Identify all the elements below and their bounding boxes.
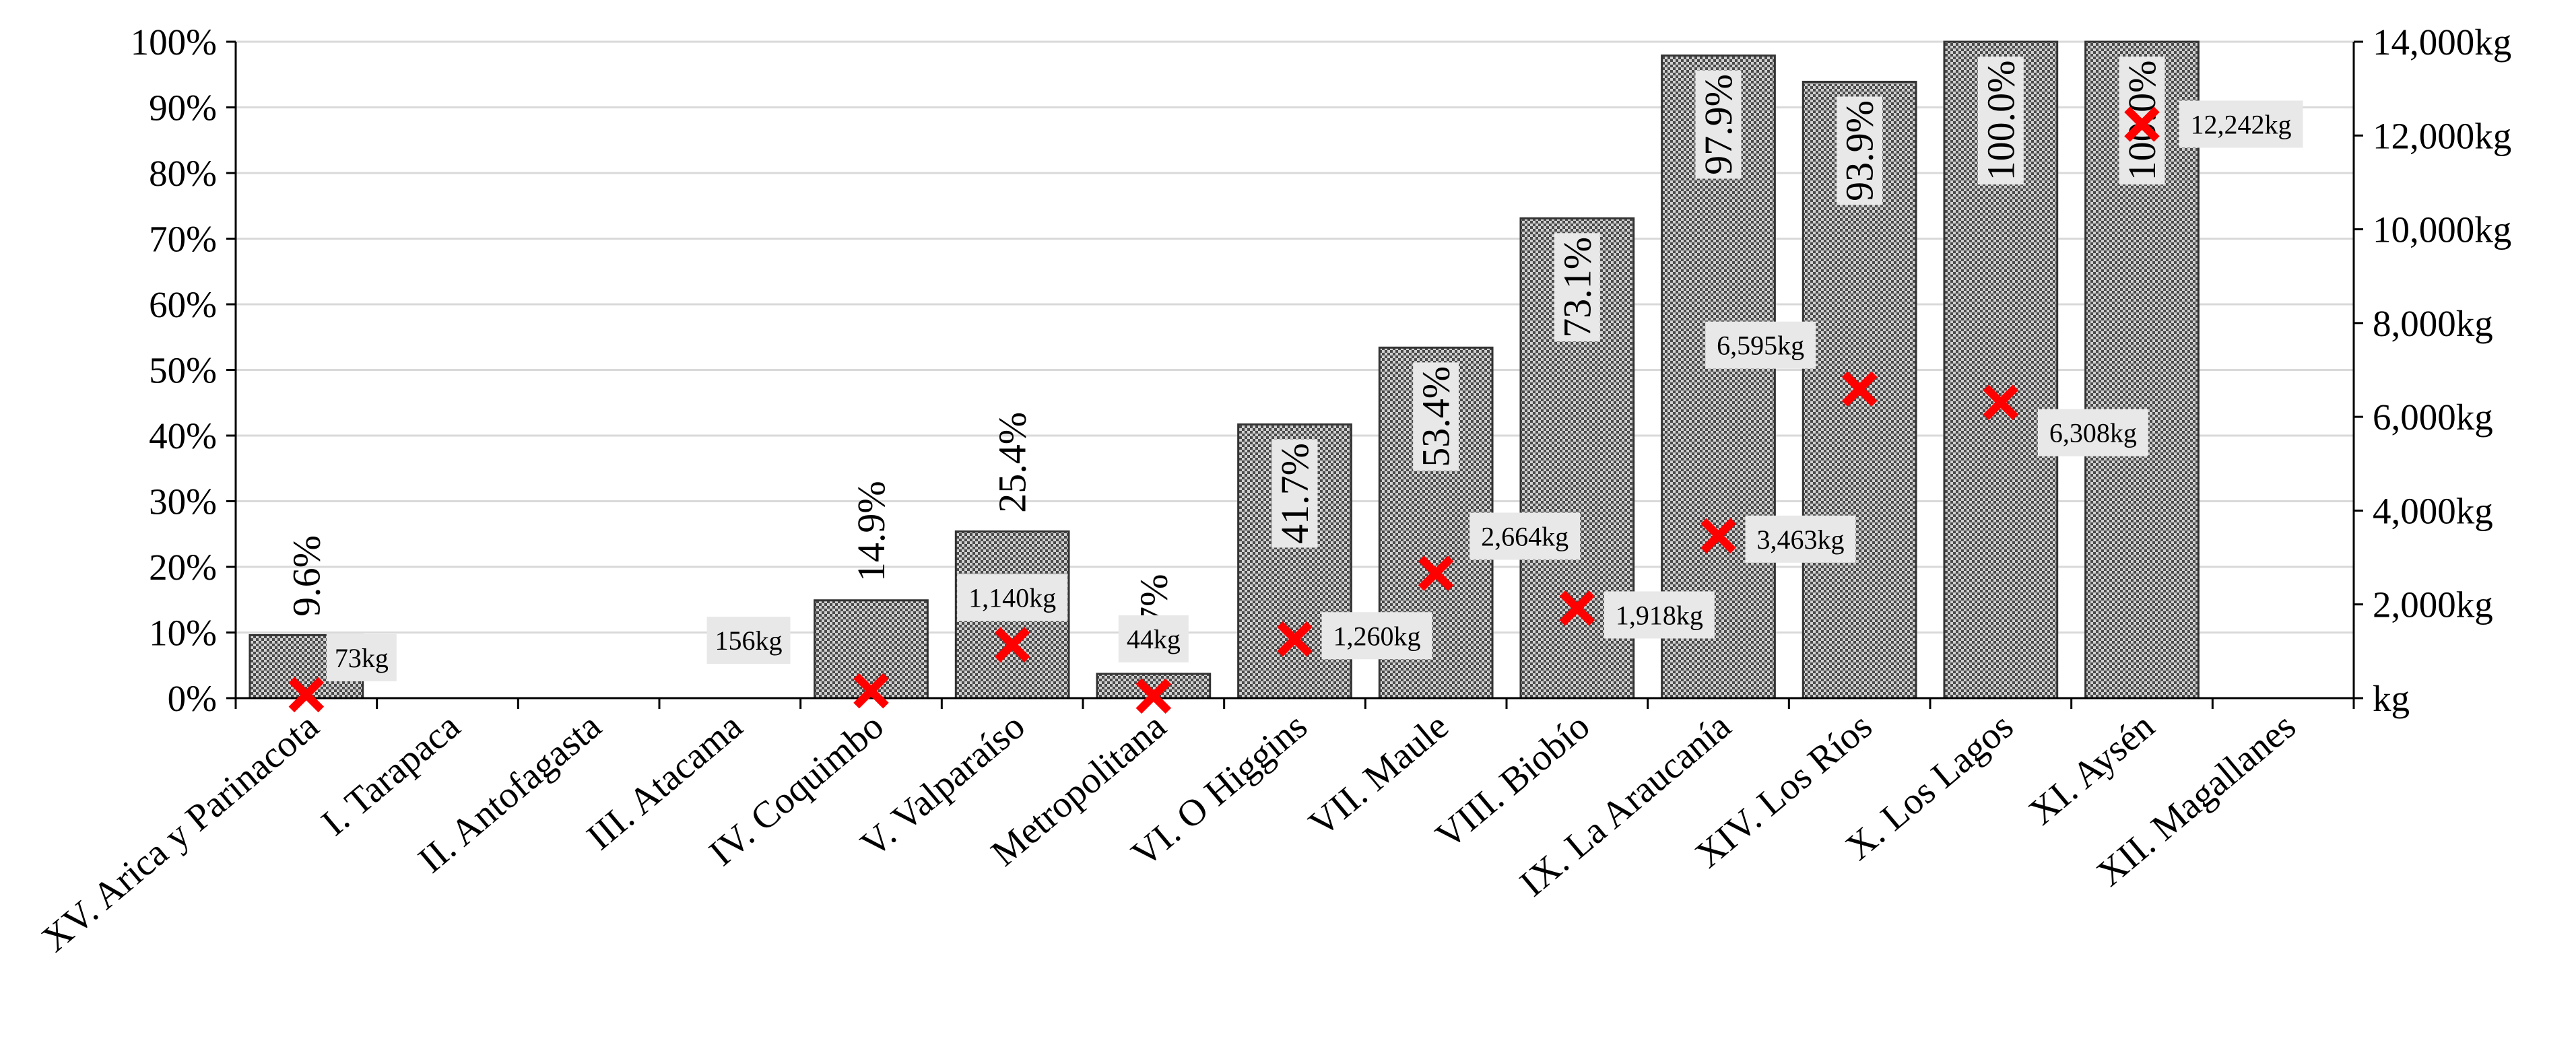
bar [814,599,929,699]
kg-marker [1700,518,1736,554]
left-tick-label: 40% [149,415,217,456]
markers [288,106,2160,714]
right-tick-label: kg [2373,678,2410,719]
kg-label-box [1118,615,1189,662]
kg-label: 6,595kg [1717,331,1804,361]
left-tick-label: 80% [149,153,217,194]
axes [226,40,2363,709]
kg-marker [1559,590,1595,626]
right-tick-label: 12,000kg [2373,115,2511,156]
percent-label: 73.1% [1555,237,1599,338]
kg-label: 12,242kg [2191,109,2292,139]
kg-marker [1983,384,2019,420]
left-tick-label: 60% [149,284,217,325]
kg-label: 1,918kg [1616,600,1703,630]
kg-label: 1,140kg [968,583,1056,613]
right-tick-label: 14,000kg [2373,22,2511,63]
kg-label-box [1604,591,1715,639]
kg-label-box [326,634,397,681]
left-tick-label: 0% [168,678,217,719]
left-tick-label: 90% [149,88,217,129]
right-tick-label: 10,000kg [2373,209,2511,250]
kg-label: 2,664kg [1481,521,1568,551]
left-tick-label: 70% [149,219,217,260]
percent-label: 9.6% [284,535,328,617]
percent-labels: 9.6% 14.9%25.4%3.7%41.7%53.4%73.1%97.9% 93… [284,57,2165,655]
kg-labels: 73kg 156kg 1,140kg 44kg 1,260kg 2,664kg 1,918k… [326,100,2303,681]
kg-label-box [1469,512,1581,560]
right-tick-label: 4,000kg [2373,490,2493,531]
kg-marker [1277,621,1313,657]
kg-label: 6,308kg [2049,418,2137,448]
kg-marker [994,627,1030,662]
percent-label: 14.9% [849,481,893,582]
percent-label-box [1977,57,2024,184]
percent-label: 93.9% [1838,100,1882,201]
kg-label-box [1705,321,1816,369]
kg-label: 73kg [335,643,389,673]
left-tick-label: 100% [131,22,217,63]
right-tick-label: 6,000kg [2373,397,2493,438]
kg-label: 156kg [715,625,783,656]
left-tick-label: 50% [149,350,217,391]
kg-marker [1135,678,1172,714]
kg-marker [2124,106,2160,142]
kg-label: 1,260kg [1333,621,1421,651]
percent-label: 41.7% [1273,443,1317,544]
right-tick-label: 2,000kg [2373,584,2493,625]
kg-label-box [706,617,791,664]
category-label: XI. Aysén [2021,705,2162,833]
left-tick-label: 10% [149,613,217,654]
percent-label-box [1837,96,1883,205]
kg-label-box [2179,100,2303,148]
percent-label-box [1272,439,1318,548]
percent-label: 100.0% [1979,61,2022,181]
right-tick-label: 8,000kg [2373,303,2493,344]
kg-label-box [2037,409,2148,456]
percent-label: 25.4% [991,412,1034,513]
kg-marker [1841,371,1878,407]
kg-label-box [957,574,1068,621]
left-axis-ticks: 0% 10% 20% 30% 40% 50% 60% 70% 80% 90% 100% [131,22,217,719]
category-label: XV. Arica y Parinacota [34,705,327,960]
percent-label-box [1695,70,1742,179]
kg-label: 44kg [1127,624,1181,654]
kg-label: 3,463kg [1757,524,1845,555]
right-axis-ticks: kg 2,000kg 4,000kg 6,000kg 8,000kg 10,000kg 12… [2373,22,2511,719]
kg-marker [288,677,325,713]
percent-label: 97.9% [1696,74,1740,175]
percent-label-box [1413,362,1459,471]
left-tick-label: 30% [149,481,217,522]
percent-label-box [1554,233,1600,342]
percent-label: 53.4% [1414,366,1458,467]
kg-marker [853,673,889,709]
kg-label-box [1745,515,1856,563]
kg-label-box [1321,612,1432,660]
left-tick-label: 20% [149,547,217,588]
kg-marker [1418,555,1454,591]
